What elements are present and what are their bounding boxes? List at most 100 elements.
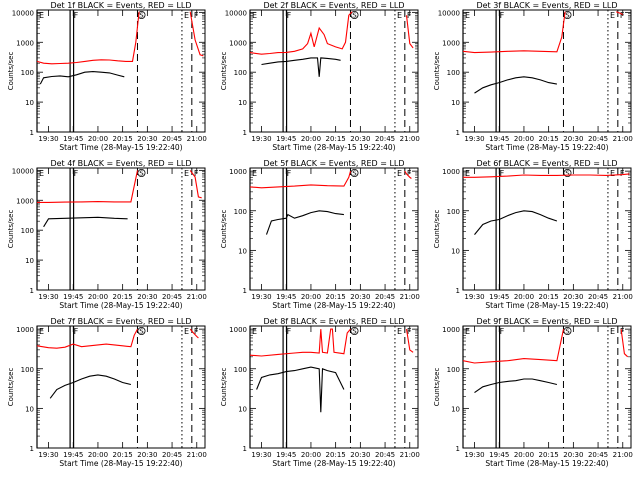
y-tick-label: 1 <box>30 129 34 137</box>
chart-panel: Det 2f BLACK = Events, RED = LLD 1 10 100 10… <box>220 1 420 152</box>
series-line <box>474 210 558 235</box>
y-tick-label: 10 <box>238 405 247 413</box>
y-tick-label: 100 <box>447 69 460 77</box>
marker-label: S <box>352 12 357 20</box>
y-axis-label: Counts/sec <box>433 368 441 407</box>
series-line <box>36 11 140 65</box>
series-line <box>36 328 138 349</box>
y-tick-label: 10 <box>238 99 247 107</box>
y-tick-label: 10 <box>25 257 34 265</box>
y-tick-label: 1 <box>30 287 34 295</box>
series-line <box>49 374 132 399</box>
plot-frame <box>462 325 632 449</box>
series-line <box>256 366 345 413</box>
y-tick-label: 10000 <box>438 9 460 17</box>
chart-panel: Det 8f BLACK = Events, RED = LLD 1 10 100 10… <box>220 317 420 468</box>
chart-panel: Det 3f BLACK = Events, RED = LLD 1 10 100 10… <box>433 1 633 152</box>
plot-frame <box>249 9 419 133</box>
series-line <box>37 170 139 203</box>
x-tick-label: 20:45 <box>588 451 608 459</box>
series-line <box>261 57 341 77</box>
y-tick-label: 1000 <box>442 39 460 47</box>
marker-circle <box>350 326 359 335</box>
x-tick-label: 20:00 <box>301 135 321 143</box>
marker-label: F <box>407 169 412 178</box>
x-tick-label: 20:15 <box>539 451 559 459</box>
x-tick-label: 19:45 <box>276 135 296 143</box>
marker-label: F <box>74 11 79 20</box>
chart-title: Det 2f BLACK = Events, RED = LLD <box>263 1 404 10</box>
marker-circle <box>350 168 359 177</box>
x-tick-label: 20:45 <box>162 451 182 459</box>
x-tick-label: 20:00 <box>514 451 534 459</box>
marker-circle <box>137 10 146 19</box>
series-line <box>474 378 558 394</box>
y-tick-label: 100 <box>447 366 460 374</box>
marker-label: F <box>287 11 292 20</box>
x-tick-label: 19:45 <box>276 451 296 459</box>
chart-panel: Det 6f BLACK = Events, RED = LLD 1 10 100 10… <box>433 159 633 310</box>
x-tick-label: 19:30 <box>251 135 271 143</box>
y-tick-label: 10000 <box>225 9 247 17</box>
x-tick-label: 20:45 <box>375 451 395 459</box>
x-tick-label: 20:45 <box>162 135 182 143</box>
x-tick-label: 19:30 <box>251 451 271 459</box>
plot-frame <box>36 9 206 133</box>
y-tick-label: 1 <box>243 129 247 137</box>
y-tick-label: 1000 <box>16 39 34 47</box>
x-tick-label: 19:30 <box>464 293 484 301</box>
x-axis-label: Start Time (28-May-15 19:22:40) <box>272 459 395 468</box>
marker-label: F <box>194 327 199 336</box>
series-line <box>615 11 624 16</box>
chart-panel: Det 1f BLACK = Events, RED = LLD 1 10 100 10… <box>7 1 207 152</box>
series-line <box>462 11 566 54</box>
marker-label: F <box>500 169 505 178</box>
x-tick-label: 20:15 <box>326 293 346 301</box>
x-axis-label: Start Time (28-May-15 19:22:40) <box>272 143 395 152</box>
series-line <box>43 216 128 228</box>
marker-label: F <box>74 169 79 178</box>
y-tick-label: 1000 <box>442 168 460 176</box>
plot-frame <box>462 9 632 133</box>
y-tick-label: 10 <box>451 247 460 255</box>
y-tick-label: 10000 <box>12 167 34 175</box>
x-axis-label: Start Time (28-May-15 19:22:40) <box>272 301 395 310</box>
x-tick-label: 21:00 <box>400 135 420 143</box>
x-tick-label: 19:30 <box>464 135 484 143</box>
y-axis-label: Counts/sec <box>433 52 441 91</box>
y-tick-label: 1000 <box>229 168 247 176</box>
x-tick-label: 20:15 <box>113 451 133 459</box>
marker-label: S <box>352 170 357 178</box>
x-tick-label: 20:00 <box>301 451 321 459</box>
x-tick-label: 20:45 <box>375 293 395 301</box>
marker-label: E <box>610 327 615 336</box>
marker-circle <box>137 326 146 335</box>
y-tick-label: 1 <box>30 445 34 453</box>
marker-label: F <box>407 327 412 336</box>
x-tick-label: 20:30 <box>563 135 583 143</box>
x-tick-label: 20:00 <box>514 293 534 301</box>
chart-title: Det 8f BLACK = Events, RED = LLD <box>263 317 404 326</box>
marker-label: S <box>139 170 144 178</box>
marker-label: E <box>610 169 615 178</box>
marker-label: F <box>500 11 505 20</box>
chart-panel: Det 4f BLACK = Events, RED = LLD 1 10 100 10… <box>7 159 207 310</box>
marker-label: E <box>397 327 402 336</box>
marker-label: F <box>500 327 505 336</box>
marker-circle <box>563 10 572 19</box>
marker-circle <box>563 168 572 177</box>
x-tick-label: 19:30 <box>251 293 271 301</box>
marker-label: F <box>620 11 625 20</box>
marker-label: E <box>39 11 44 20</box>
y-tick-label: 1000 <box>229 39 247 47</box>
x-axis-label: Start Time (28-May-15 19:22:40) <box>59 301 182 310</box>
marker-label: E <box>39 327 44 336</box>
marker-label: E <box>397 11 402 20</box>
series-line <box>189 328 199 339</box>
x-tick-label: 20:30 <box>350 451 370 459</box>
plot-frame <box>249 325 419 449</box>
x-axis-label: Start Time (28-May-15 19:22:40) <box>59 143 182 152</box>
marker-label: E <box>39 169 44 178</box>
x-tick-label: 21:00 <box>187 451 207 459</box>
y-tick-label: 1000 <box>16 326 34 334</box>
